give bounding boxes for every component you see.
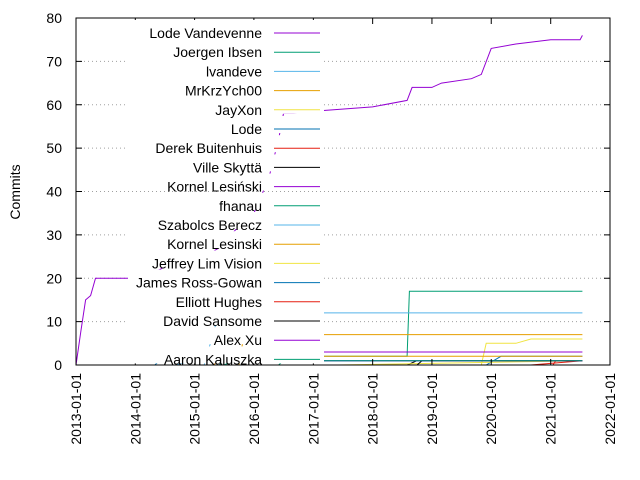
y-tick-label: 80 xyxy=(46,10,62,26)
legend-label: MrKrzYch00 xyxy=(185,83,262,99)
legend-label: Kornel Lesinski xyxy=(167,236,262,252)
y-axis-label: Commits xyxy=(7,164,23,219)
series-line xyxy=(530,360,583,366)
series-line xyxy=(337,360,583,366)
legend-label: Jeffrey Lim Vision xyxy=(152,255,262,271)
legend-label: Alex Xu xyxy=(214,332,262,348)
x-tick-label: 2022-01-01 xyxy=(602,373,618,445)
x-tick-label: 2021-01-01 xyxy=(543,373,559,445)
legend-label: Ville Skyttä xyxy=(193,159,262,175)
x-tick-label: 2019-01-01 xyxy=(424,373,440,445)
legend-label: fhanau xyxy=(219,198,262,214)
legend-label: Lode xyxy=(231,121,262,137)
legend: Lode Vandevenne Joergen Ibsen lvandeve MrKr… xyxy=(128,20,324,367)
x-tick-label: 2015-01-01 xyxy=(187,373,203,445)
legend-label: James Ross-Gowan xyxy=(136,275,262,291)
legend-label: Derek Buitenhuis xyxy=(155,140,262,156)
legend-label: lvandeve xyxy=(206,63,262,79)
y-tick-label: 10 xyxy=(46,314,62,330)
y-tick-label: 70 xyxy=(46,53,62,69)
plot-frame xyxy=(75,17,611,366)
x-tick-label: 2018-01-01 xyxy=(365,373,381,445)
x-tick-label: 2016-01-01 xyxy=(246,373,262,445)
y-tick-label: 30 xyxy=(46,227,62,243)
axes: 0 10 20 30 40 50 60 70 80 2013-01-01 2014-01-01 201… xyxy=(46,10,618,445)
legend-label: Aaron Kaluszka xyxy=(164,351,262,367)
legend-label: JayXon xyxy=(215,102,262,118)
x-tick-label: 2013-01-01 xyxy=(68,373,84,445)
legend-label: Joergen Ibsen xyxy=(173,44,262,60)
series-line xyxy=(480,338,583,366)
x-tick-label: 2020-01-01 xyxy=(483,373,499,445)
legend-label: David Sansome xyxy=(163,313,262,329)
legend-bg xyxy=(128,116,324,133)
legend-label: Kornel Lesiński xyxy=(167,179,262,195)
x-tick-label: 2017-01-01 xyxy=(305,373,321,445)
legend-label: Lode Vandevenne xyxy=(149,25,262,41)
y-tick-label: 20 xyxy=(46,270,62,286)
legend-label: Szabolcs Berecz xyxy=(158,217,262,233)
x-tick-label: 2014-01-01 xyxy=(127,373,143,445)
y-tick-label: 50 xyxy=(46,140,62,156)
legend-label: Elliott Hughes xyxy=(176,294,262,310)
y-tick-label: 0 xyxy=(54,357,62,373)
y-tick-label: 40 xyxy=(46,184,62,200)
y-tick-label: 60 xyxy=(46,97,62,113)
